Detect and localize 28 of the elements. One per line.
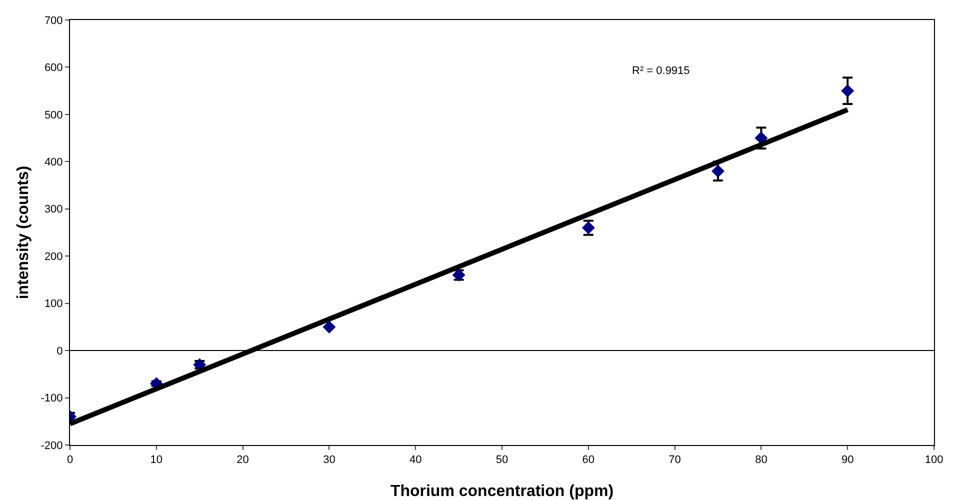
y-tick-label: 600 (44, 62, 63, 74)
x-tick-label: 20 (236, 454, 249, 466)
y-tick-label: -200 (40, 440, 63, 452)
point (841, 84, 854, 98)
y-tick-label: 500 (44, 109, 63, 122)
annotation: R² = 0.9915 (632, 65, 690, 77)
point (712, 164, 724, 178)
x-tick-label: 50 (496, 454, 508, 466)
y-tick-label: 200 (44, 250, 63, 263)
x-tick-label: 30 (323, 454, 336, 466)
y-tick-label: 400 (44, 156, 63, 169)
x-tick-label: 80 (755, 454, 768, 466)
point (322, 320, 336, 334)
x-tick-label: 40 (409, 454, 422, 466)
x-tick-label: 10 (150, 454, 163, 466)
y-axis-title: intensity (counts) (15, 166, 32, 300)
x-axis-title: Thorium concentration (ppm) (390, 483, 614, 500)
x-tick-label: 60 (582, 454, 595, 466)
point (754, 132, 768, 145)
x-tick-label: 100 (924, 454, 944, 466)
y-tick-label: 300 (44, 204, 63, 216)
x-tick-label: 90 (841, 454, 854, 466)
x-tick-label: 0 (66, 454, 74, 466)
y-tick-label: 0 (56, 345, 63, 358)
x-tick-label: 70 (668, 454, 681, 466)
y-tick-label: 700 (44, 14, 63, 27)
y-tick-label: -100 (40, 392, 63, 405)
y-tick-label: 100 (44, 298, 63, 310)
